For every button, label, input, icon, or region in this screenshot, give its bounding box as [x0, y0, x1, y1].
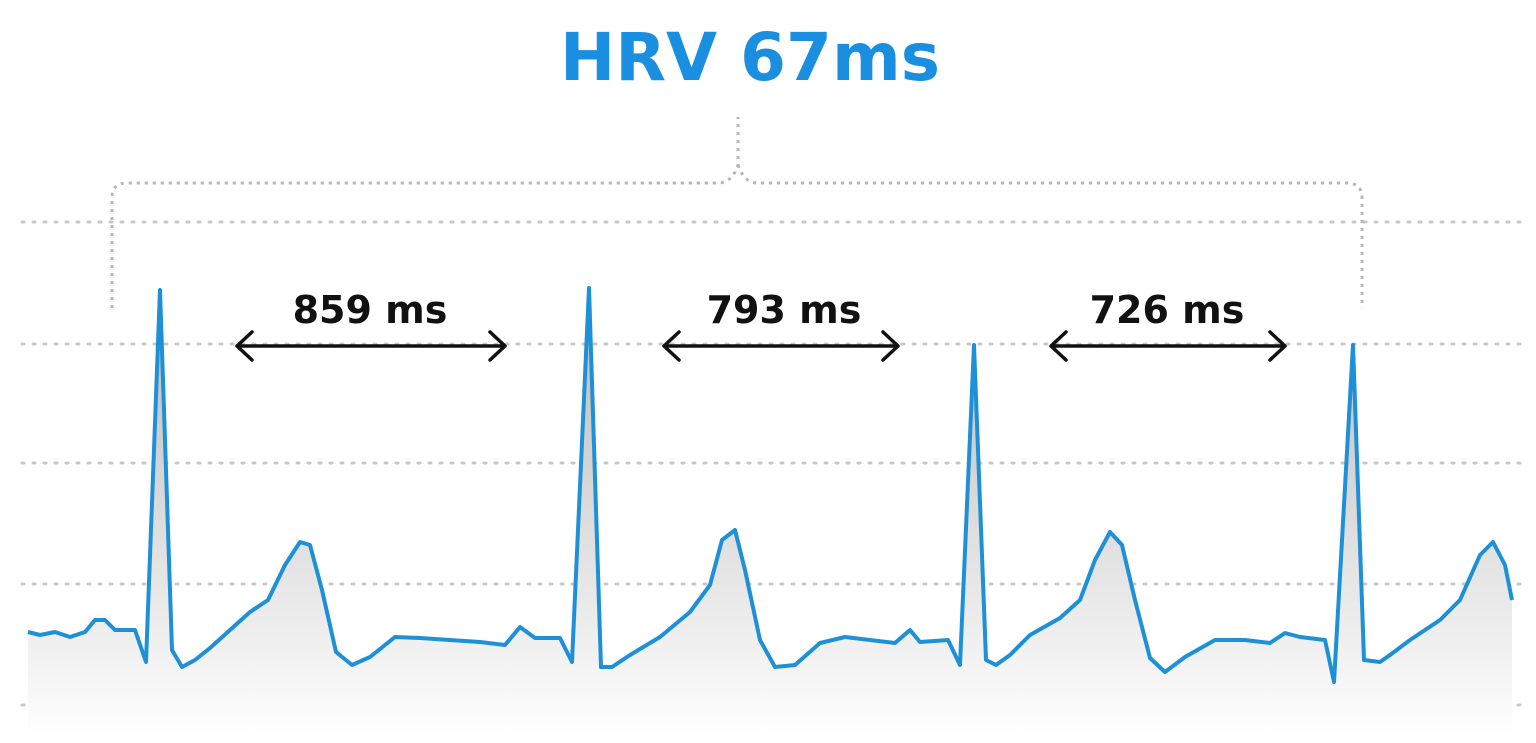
interval-arrow — [235, 330, 507, 362]
ecg-area — [28, 288, 1512, 740]
interval-arrow — [1049, 330, 1287, 362]
title: HRV 67ms — [560, 19, 940, 96]
interval-label: 859 ms — [293, 288, 448, 332]
bracket — [110, 117, 1364, 308]
ecg-line — [27, 286, 1514, 684]
interval-label: 793 ms — [707, 288, 862, 332]
interval-label: 726 ms — [1090, 288, 1245, 332]
interval-arrow — [662, 330, 900, 362]
arrows — [235, 330, 1287, 362]
